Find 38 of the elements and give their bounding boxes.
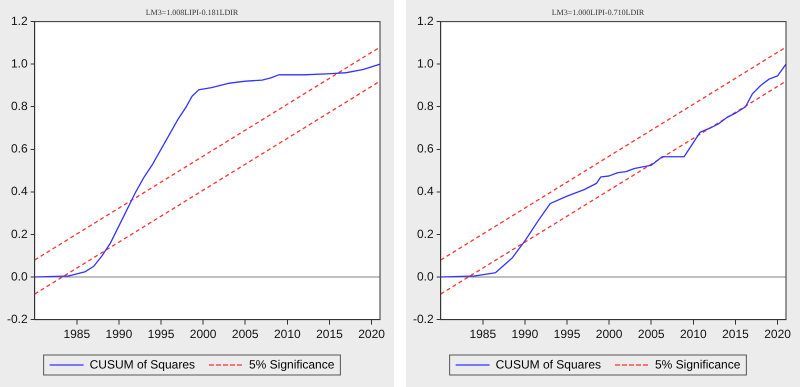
x-tick-label: 2015 xyxy=(316,327,344,342)
legend-label: 5% Significance xyxy=(654,357,741,372)
y-tick-label: -0.2 xyxy=(6,312,28,326)
x-tick-label: 2000 xyxy=(596,327,623,342)
x-tick-label: 1985 xyxy=(63,327,90,342)
legend-label: CUSUM of Squares xyxy=(496,357,601,372)
x-tick-label: 2015 xyxy=(722,327,750,342)
y-tick-label: 1.2 xyxy=(416,14,434,28)
y-tick-label: 0.4 xyxy=(416,184,434,198)
x-tick-label: 1995 xyxy=(148,327,175,342)
y-tick-label: 0.8 xyxy=(416,99,434,114)
x-tick-label: 2005 xyxy=(638,327,665,342)
x-tick-label: 2005 xyxy=(232,327,259,342)
x-tick-label: 2010 xyxy=(680,327,708,342)
x-tick-label: 2020 xyxy=(358,327,386,342)
y-tick-label: 1.0 xyxy=(416,56,434,70)
y-tick-label: 0.0 xyxy=(416,269,434,284)
x-tick-label: 1985 xyxy=(469,327,496,342)
y-tick-label: 0.2 xyxy=(10,226,28,241)
chart-title: LM3=1.000LIPI-0.710LDIR xyxy=(552,8,645,17)
y-tick-label: 0.8 xyxy=(10,99,28,114)
y-tick-label: 0.4 xyxy=(10,184,28,198)
y-tick-label: 1.0 xyxy=(10,56,28,70)
y-tick-label: 0.6 xyxy=(10,142,28,156)
legend-label: CUSUM of Squares xyxy=(90,357,195,372)
y-tick-label: -0.2 xyxy=(412,312,434,326)
y-tick-label: 0.0 xyxy=(10,269,28,284)
x-tick-label: 2000 xyxy=(190,327,217,342)
x-tick-label: 1990 xyxy=(512,327,539,342)
x-tick-label: 1995 xyxy=(554,327,581,342)
x-tick-label: 2010 xyxy=(274,327,302,342)
y-tick-label: 1.2 xyxy=(10,14,28,28)
chart-title: LM3=1.008LIPI-0.181LDIR xyxy=(146,8,239,17)
x-tick-label: 1990 xyxy=(106,327,133,342)
y-tick-label: 0.2 xyxy=(416,226,434,241)
x-tick-label: 2020 xyxy=(764,327,792,342)
y-tick-label: 0.6 xyxy=(416,142,434,156)
legend-label: 5% Significance xyxy=(248,357,335,372)
